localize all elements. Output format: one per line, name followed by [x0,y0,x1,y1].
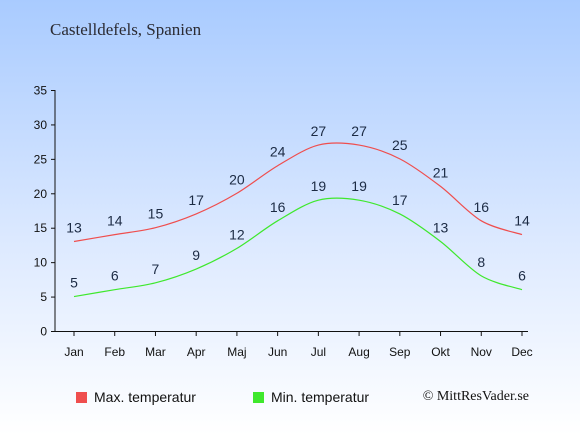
chart-title: Castelldefels, Spanien [50,20,202,39]
x-tick-label: Okt [431,345,450,359]
max-temp-label: 15 [148,206,164,222]
min-temp-label: 5 [70,275,78,291]
x-tick-label: Jan [64,345,83,359]
min-temp-label: 12 [229,226,245,242]
y-tick-label: 15 [34,221,48,235]
legend-min-label: Min. temperatur [271,389,370,405]
max-temp-label: 14 [107,213,123,229]
max-temp-label: 24 [270,144,286,160]
min-temp-label: 13 [433,219,449,235]
min-temp-label: 6 [111,268,119,284]
y-tick-label: 35 [34,84,48,98]
legend-max: Max. temperatur [76,389,196,405]
min-temp-label: 6 [518,268,526,284]
x-tick-label: Mar [145,345,166,359]
legend-min-swatch [253,391,264,403]
min-temp-label: 8 [477,254,485,270]
y-tick-label: 0 [40,325,47,339]
legend-max-label: Max. temperatur [94,389,196,405]
legend-max-swatch [76,391,87,403]
max-temp-label: 25 [392,137,408,153]
min-temp-label: 7 [152,261,160,277]
y-tick-label: 20 [34,187,48,201]
x-tick-label: Aug [348,345,369,359]
y-tick-label: 10 [34,256,48,270]
source-credit: © MittResVader.se [422,389,529,404]
min-temp-label: 19 [351,178,367,194]
max-temp-label: 13 [66,219,82,235]
min-temp-label: 9 [192,247,200,263]
x-tick-label: Jul [311,345,326,359]
y-tick-label: 25 [34,152,48,166]
max-temp-label: 20 [229,171,245,187]
x-tick-label: Nov [471,345,492,359]
x-tick-label: Jun [268,345,287,359]
max-temp-line [73,142,523,243]
y-tick-label: 30 [34,118,48,132]
max-temp-label: 21 [433,164,449,180]
max-temp-label: 14 [514,213,530,229]
x-tick-label: Apr [187,345,206,359]
x-tick-label: Sep [389,345,411,359]
min-temp-label: 16 [270,199,286,215]
x-tick-label: Feb [104,345,125,359]
max-temp-label: 27 [311,123,327,139]
min-temp-label: 17 [392,192,408,208]
max-temp-label: 27 [351,123,367,139]
min-temp-line [73,197,523,298]
max-temp-label: 16 [473,199,489,215]
x-tick-label: Dec [511,345,532,359]
max-temp-label: 17 [188,192,204,208]
legend-min: Min. temperatur [253,389,369,405]
min-temp-label: 19 [311,178,327,194]
x-tick-label: Maj [227,345,246,359]
y-tick-label: 5 [40,290,47,304]
